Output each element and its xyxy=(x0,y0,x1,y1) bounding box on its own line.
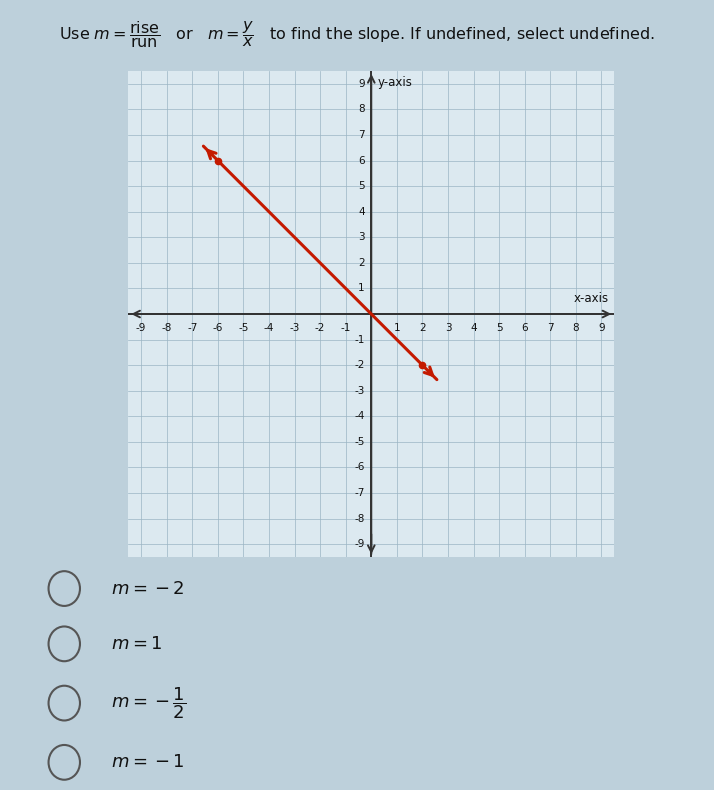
Text: Use $m = \dfrac{\mathrm{rise}}{\mathrm{run}}$   or   $m = \dfrac{y}{x}$   to fin: Use $m = \dfrac{\mathrm{rise}}{\mathrm{r… xyxy=(59,19,655,50)
Text: -6: -6 xyxy=(213,323,223,333)
Text: 1: 1 xyxy=(358,284,365,293)
Text: 3: 3 xyxy=(445,323,451,333)
Text: 5: 5 xyxy=(358,181,365,191)
Text: -3: -3 xyxy=(355,386,365,396)
Text: 6: 6 xyxy=(521,323,528,333)
Text: -4: -4 xyxy=(263,323,274,333)
Text: -8: -8 xyxy=(355,514,365,524)
Text: -7: -7 xyxy=(355,488,365,498)
Text: 8: 8 xyxy=(358,104,365,115)
Text: 2: 2 xyxy=(358,258,365,268)
Text: 4: 4 xyxy=(471,323,477,333)
Text: 5: 5 xyxy=(496,323,503,333)
Text: 3: 3 xyxy=(358,232,365,243)
Text: -3: -3 xyxy=(289,323,300,333)
Text: 9: 9 xyxy=(358,79,365,89)
Text: 7: 7 xyxy=(547,323,553,333)
Text: $m = -2$: $m = -2$ xyxy=(111,580,184,597)
Text: $m = -\dfrac{1}{2}$: $m = -\dfrac{1}{2}$ xyxy=(111,685,186,721)
Text: -8: -8 xyxy=(161,323,172,333)
Text: y-axis: y-axis xyxy=(378,76,413,89)
Text: -2: -2 xyxy=(355,360,365,371)
Text: -5: -5 xyxy=(355,437,365,447)
Text: -5: -5 xyxy=(238,323,248,333)
Text: 9: 9 xyxy=(598,323,605,333)
Text: $m = 1$: $m = 1$ xyxy=(111,635,162,653)
Text: -4: -4 xyxy=(355,412,365,421)
Text: 8: 8 xyxy=(573,323,579,333)
Text: 1: 1 xyxy=(393,323,400,333)
Text: -6: -6 xyxy=(355,462,365,472)
Text: 2: 2 xyxy=(419,323,426,333)
Text: -9: -9 xyxy=(136,323,146,333)
Text: 6: 6 xyxy=(358,156,365,166)
Text: -2: -2 xyxy=(315,323,326,333)
Text: -9: -9 xyxy=(355,539,365,549)
Text: 4: 4 xyxy=(358,207,365,216)
Text: $m = -1$: $m = -1$ xyxy=(111,754,184,771)
Text: x-axis: x-axis xyxy=(574,292,609,305)
Text: -1: -1 xyxy=(355,335,365,344)
Text: 7: 7 xyxy=(358,130,365,140)
Text: -7: -7 xyxy=(187,323,198,333)
Text: -1: -1 xyxy=(341,323,351,333)
